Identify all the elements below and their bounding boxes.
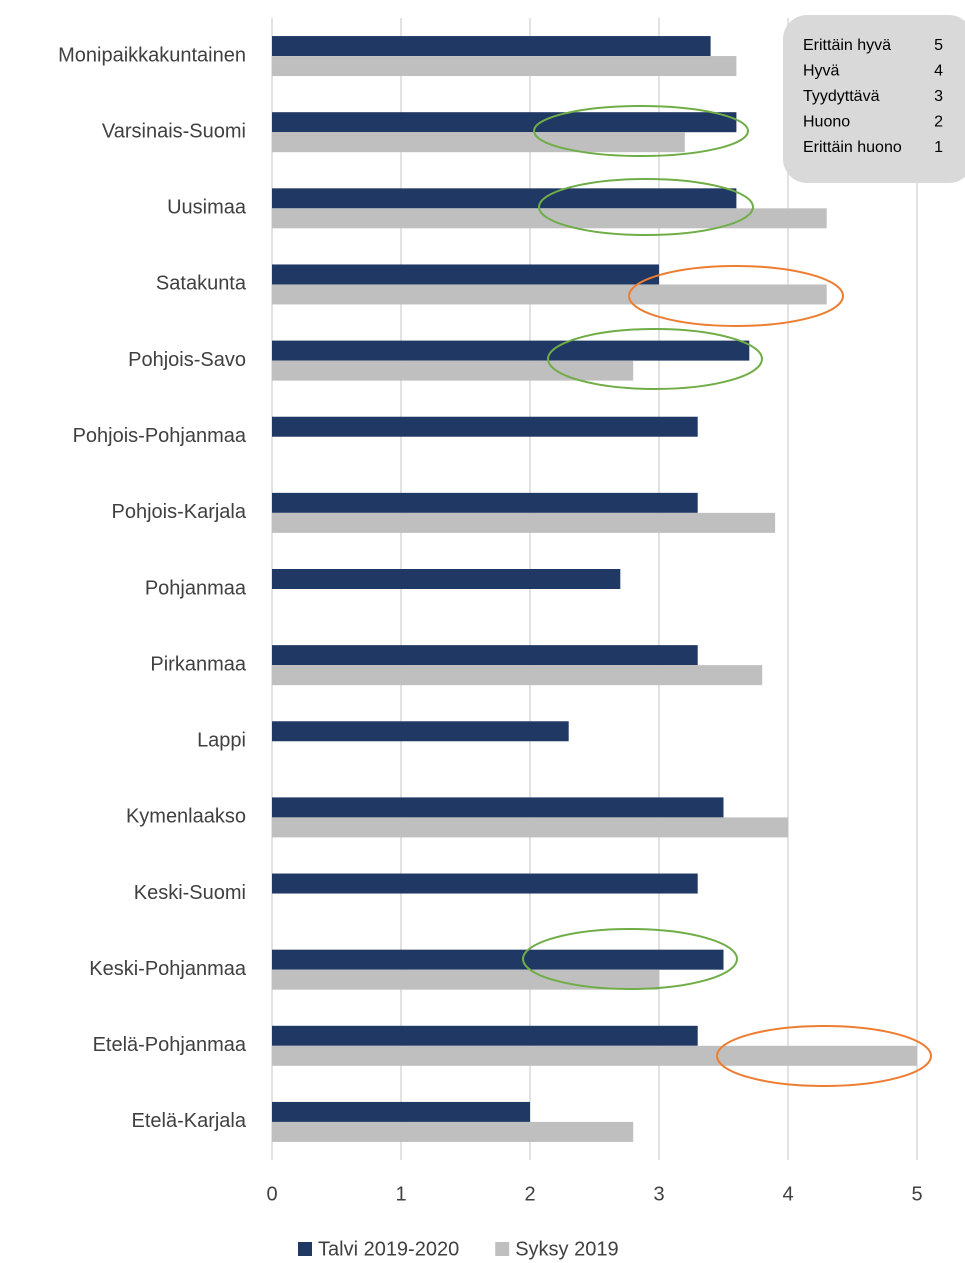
bar xyxy=(272,512,776,533)
y-tick-label: Monipaikkakuntainen xyxy=(58,44,246,66)
legend-label: Talvi 2019-2020 xyxy=(318,1238,459,1260)
rating-box xyxy=(783,15,965,183)
y-tick-label: Lappi xyxy=(197,730,246,752)
x-tick-label: 0 xyxy=(266,1183,277,1205)
rating-label: Hyvä xyxy=(803,63,840,80)
rating-value: 5 xyxy=(934,37,943,54)
rating-scale: Erittäin hyvä 5 Hyvä 4 Tyydyttävä 3 Huono 2 Erit… xyxy=(803,37,943,156)
labels: 0 1 2 3 4 5 Monipaikkakuntainen Varsinais-Suomi… xyxy=(58,44,922,1260)
bar xyxy=(272,1025,698,1046)
y-tick-label: Pohjois-Pohjanmaa xyxy=(73,425,247,447)
bar xyxy=(272,949,724,970)
y-tick-label: Etelä-Pohjanmaa xyxy=(93,1034,247,1056)
rating-label: Tyydyttävä xyxy=(803,88,880,105)
x-tick-label: 5 xyxy=(911,1183,922,1205)
bar xyxy=(272,1121,634,1142)
bar xyxy=(272,132,685,153)
x-tick-label: 1 xyxy=(395,1183,406,1205)
rating-value: 4 xyxy=(934,63,943,80)
bar xyxy=(272,36,711,57)
highlight-ellipse xyxy=(547,328,763,390)
bar xyxy=(272,797,724,818)
bar xyxy=(272,1101,530,1122)
y-tick-label: Keski-Suomi xyxy=(134,882,246,904)
annotations xyxy=(522,105,932,1087)
bar xyxy=(272,360,634,381)
legend-swatch xyxy=(298,1242,312,1256)
bar xyxy=(272,969,659,990)
y-tick-label: Pohjois-Karjala xyxy=(111,501,246,523)
bar xyxy=(272,284,827,305)
bar xyxy=(272,873,698,894)
rating-label: Erittäin hyvä xyxy=(803,37,891,54)
highlight-ellipse xyxy=(538,178,754,236)
bar xyxy=(272,416,698,437)
x-tick-label: 3 xyxy=(653,1183,664,1205)
bar xyxy=(272,721,569,742)
bar xyxy=(272,665,763,686)
highlight-ellipse xyxy=(716,1025,932,1087)
bar xyxy=(272,264,659,285)
bar xyxy=(272,1045,917,1066)
bar xyxy=(272,817,788,838)
rating-label: Huono xyxy=(803,114,850,131)
highlight-ellipse xyxy=(628,265,844,327)
bar xyxy=(272,112,737,133)
highlight-ellipse xyxy=(522,928,738,990)
bar xyxy=(272,492,698,513)
y-tick-label: Keski-Pohjanmaa xyxy=(89,958,247,980)
y-tick-label: Pohjois-Savo xyxy=(128,349,246,371)
highlight-ellipse xyxy=(533,105,749,157)
bar xyxy=(272,340,750,361)
rating-value: 1 xyxy=(934,139,943,156)
bar xyxy=(272,56,737,77)
x-tick-label: 2 xyxy=(524,1183,535,1205)
bars xyxy=(272,36,917,1142)
y-tick-label: Varsinais-Suomi xyxy=(102,120,246,142)
x-tick-label: 4 xyxy=(782,1183,793,1205)
bar xyxy=(272,188,737,209)
y-tick-label: Pirkanmaa xyxy=(150,653,246,675)
rating-label: Erittäin huono xyxy=(803,139,902,156)
legend-swatch xyxy=(495,1242,510,1256)
rating-value: 2 xyxy=(934,114,943,131)
y-tick-label: Uusimaa xyxy=(167,197,247,219)
bar xyxy=(272,569,621,589)
bar xyxy=(272,645,698,666)
y-tick-label: Satakunta xyxy=(156,273,247,295)
rating-value: 3 xyxy=(934,88,943,105)
y-tick-label: Kymenlaakso xyxy=(126,806,246,828)
legend-label: Syksy 2019 xyxy=(515,1238,618,1260)
y-tick-label: Etelä-Karjala xyxy=(131,1110,246,1132)
y-tick-label: Pohjanmaa xyxy=(145,577,247,599)
